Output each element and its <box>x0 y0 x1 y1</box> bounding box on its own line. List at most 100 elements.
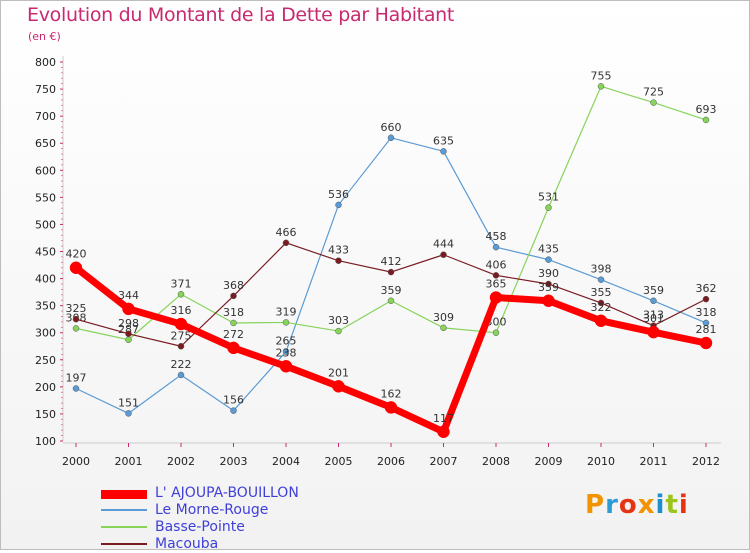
data-point <box>282 348 290 355</box>
data-point <box>650 297 657 305</box>
data-point <box>125 330 132 338</box>
x-tick-label: 2011 <box>640 455 668 468</box>
data-point <box>440 251 447 258</box>
x-tick-label: 2004 <box>272 455 300 468</box>
data-point <box>597 299 605 307</box>
x-tick-label: 2002 <box>167 455 195 468</box>
data-point <box>332 380 345 393</box>
y-tick-label: 400 <box>35 273 56 286</box>
data-point <box>647 325 660 339</box>
x-tick-label: 2007 <box>430 455 458 468</box>
data-label: 362 <box>696 282 717 295</box>
data-point <box>702 116 710 124</box>
data-label: 322 <box>591 301 612 314</box>
chart-title: Evolution du Montant de la Dette par Hab… <box>27 4 455 26</box>
data-point <box>440 148 447 155</box>
data-label: 344 <box>118 289 139 302</box>
chart-subtitle: (en €) <box>28 30 61 43</box>
data-label: 412 <box>381 255 402 268</box>
data-label: 275 <box>171 329 192 342</box>
data-point <box>72 325 80 332</box>
data-label: 309 <box>433 311 454 324</box>
data-label: 319 <box>276 305 297 318</box>
data-label: 281 <box>696 323 717 336</box>
legend-label: Macouba <box>155 536 219 552</box>
y-tick-label: 100 <box>35 435 56 448</box>
x-tick-label: 2005 <box>325 455 353 468</box>
data-label: 725 <box>643 86 664 99</box>
data-label: 390 <box>538 267 559 280</box>
data-label: 316 <box>171 304 192 317</box>
data-point <box>384 401 398 414</box>
data-label: 693 <box>696 103 717 116</box>
data-label: 318 <box>696 306 717 319</box>
y-tick-label: 200 <box>35 381 56 394</box>
data-label: 433 <box>328 244 349 257</box>
data-label: 359 <box>381 284 402 297</box>
data-point <box>437 425 450 439</box>
y-tick-label: 300 <box>35 327 56 340</box>
data-label: 458 <box>486 230 507 243</box>
data-point <box>177 291 185 298</box>
y-tick-label: 550 <box>35 191 56 204</box>
data-point <box>492 329 500 336</box>
data-label: 359 <box>538 281 559 294</box>
y-tick-label: 350 <box>35 300 56 313</box>
data-label: 117 <box>433 412 454 425</box>
data-point <box>335 327 342 335</box>
data-point <box>69 261 83 274</box>
x-tick-label: 2008 <box>482 455 510 468</box>
data-label: 755 <box>591 69 612 82</box>
data-label: 265 <box>276 335 297 348</box>
legend-label: Le Morne-Rouge <box>155 502 269 518</box>
x-tick-label: 2006 <box>377 455 405 468</box>
data-label: 355 <box>591 286 612 299</box>
data-label: 222 <box>171 358 192 371</box>
data-label: 201 <box>328 366 349 379</box>
data-point <box>125 336 132 344</box>
data-point <box>545 256 552 263</box>
data-label: 371 <box>171 277 192 290</box>
y-tick-label: 450 <box>35 246 56 259</box>
data-label: 466 <box>276 226 297 239</box>
data-label: 301 <box>643 312 664 325</box>
data-point <box>702 319 710 327</box>
data-point <box>699 336 713 350</box>
data-point <box>545 280 552 288</box>
y-tick-label: 750 <box>35 83 56 96</box>
data-point <box>227 341 240 355</box>
data-point <box>597 83 605 90</box>
data-label: 635 <box>433 134 454 147</box>
data-point <box>177 371 185 379</box>
data-point <box>597 276 605 283</box>
data-label: 531 <box>538 191 559 204</box>
data-label: 325 <box>66 302 87 315</box>
data-point <box>230 292 237 300</box>
data-label: 318 <box>223 306 244 319</box>
data-point <box>489 291 503 304</box>
y-tick-label: 600 <box>35 164 56 177</box>
x-tick-label: 2009 <box>535 455 563 468</box>
data-point <box>122 302 135 316</box>
x-tick-label: 2012 <box>692 455 720 468</box>
data-point <box>702 295 710 303</box>
data-label: 368 <box>223 279 244 292</box>
data-label: 272 <box>223 328 244 341</box>
y-tick-label: 150 <box>35 408 56 421</box>
data-point <box>594 314 608 328</box>
x-tick-label: 2000 <box>62 455 90 468</box>
data-point <box>177 343 185 350</box>
y-tick-label: 650 <box>35 137 56 150</box>
data-point <box>650 99 657 106</box>
data-label: 156 <box>223 394 244 407</box>
legend-swatch <box>101 509 147 511</box>
data-point <box>282 319 290 326</box>
x-tick-label: 2003 <box>220 455 248 468</box>
x-tick-label: 2010 <box>587 455 615 468</box>
data-label: 197 <box>66 371 87 384</box>
data-point <box>387 297 395 305</box>
y-tick-label: 250 <box>35 354 56 367</box>
y-tick-label: 700 <box>35 110 56 123</box>
data-point <box>545 204 552 211</box>
data-point <box>335 257 342 264</box>
